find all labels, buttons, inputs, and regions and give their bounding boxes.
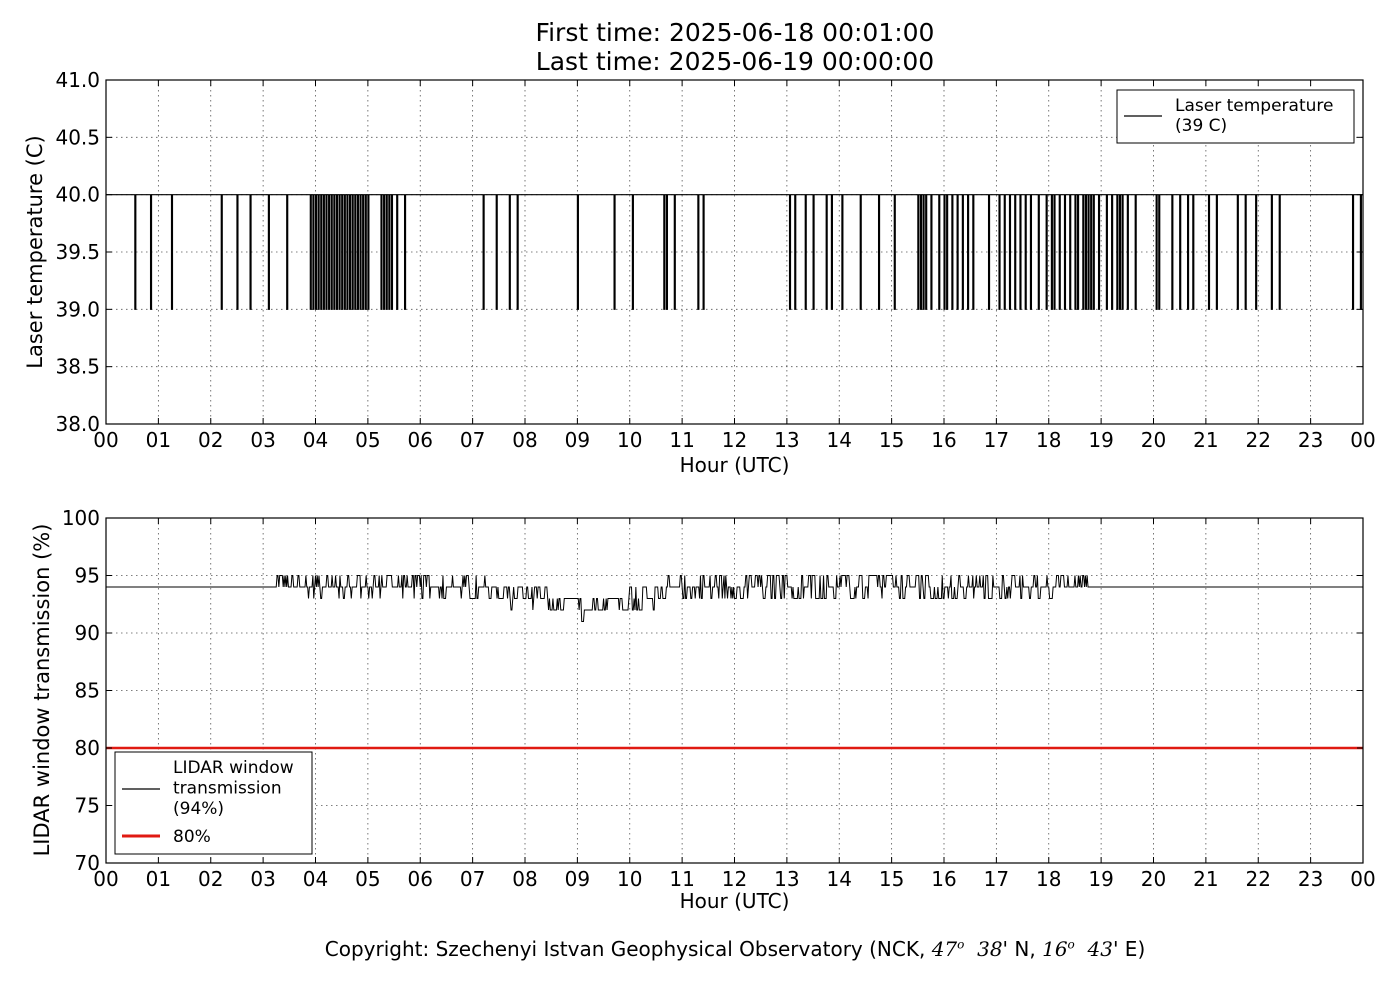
x-tick-label: 16 [931,428,956,452]
legend-label-threshold: 80% [173,827,211,847]
x-tick-label: 23 [1298,428,1323,452]
y-axis-label: Laser temperature (C) [23,135,47,368]
x-tick-label: 00 [1350,867,1375,891]
x-tick-label: 02 [198,428,223,452]
y-tick-label: 39.0 [55,297,100,321]
x-tick-label: 18 [1036,428,1061,452]
laser-temperature-series [106,194,1363,310]
lidar-transmission-panel: 00 01 02 03 04 05 06 07 08 09 10 11 12 13 14 15 16 17 18 19… [30,506,1376,913]
legend: Laser temperature (39 C) [1116,89,1355,144]
y-tick-label: 38.0 [55,412,100,436]
x-tick-label: 20 [1141,428,1166,452]
legend-label-laser-temperature: Laser temperature (39 C) [1175,96,1333,136]
x-tick-label: 19 [1088,867,1113,891]
y-tick-label: 80 [75,736,100,760]
series-line-lidar-transmission [106,575,1363,622]
x-tick-label: 06 [408,867,433,891]
latitude-minutes: 38 [977,937,1003,961]
first-time-title: First time: 2025-06-18 00:01:00 [535,18,935,47]
longitude-minutes: 43 [1087,937,1113,961]
x-tick-label: 11 [669,867,694,891]
x-tick-label: 05 [355,428,380,452]
longitude-degrees: 16o [1042,937,1075,961]
x-tick-label: 09 [565,428,590,452]
x-tick-label: 05 [355,867,380,891]
latitude-direction: ' N, [1002,937,1036,961]
y-tick-label: 40.0 [55,183,100,207]
x-tick-label: 15 [879,428,904,452]
y-tick-label: 40.5 [55,125,100,149]
y-tick-label: 100 [62,506,100,530]
x-tick-label: 00 [93,867,118,891]
x-tick-label: 08 [512,428,537,452]
y-tick-label: 95 [75,564,100,588]
x-tick-label: 14 [827,428,852,452]
x-tick-label: 03 [250,867,275,891]
x-tick-label: 18 [1036,867,1061,891]
x-tick-label: 12 [722,867,747,891]
x-tick-label: 13 [774,428,799,452]
x-tick-label: 08 [512,867,537,891]
x-tick-label: 12 [722,428,747,452]
x-tick-label: 00 [1350,428,1375,452]
x-tick-label: 09 [565,867,590,891]
x-tick-label: 11 [669,428,694,452]
y-tick-label: 75 [75,794,100,818]
y-tick-label: 41.0 [55,68,100,92]
y-tick-label: 90 [75,621,100,645]
x-tick-label: 14 [827,867,852,891]
y-tick-label: 85 [75,679,100,703]
latitude-degrees: 47o [931,937,965,961]
ticks: 00 01 02 03 04 05 06 07 08 09 10 11 12 13 14 15 16 17 18 19… [62,506,1376,891]
x-axis-label: Hour (UTC) [680,889,790,913]
x-tick-label: 04 [303,428,328,452]
x-tick-label: 21 [1193,867,1218,891]
x-tick-label: 03 [250,428,275,452]
x-tick-label: 10 [617,867,642,891]
legend: LIDAR window transmission (94%) 80% [114,751,313,855]
y-tick-label: 39.5 [55,240,100,264]
x-tick-label: 00 [93,428,118,452]
copyright-footer: Copyright: Szechenyi Istvan Geophysical … [0,937,1400,961]
last-time-title: Last time: 2025-06-19 00:00:00 [535,47,935,76]
x-tick-label: 22 [1246,867,1271,891]
y-axis-label: LIDAR window transmission (%) [30,524,54,857]
x-tick-label: 21 [1193,428,1218,452]
x-tick-label: 01 [146,428,171,452]
y-tick-label: 38.5 [55,355,100,379]
x-tick-label: 17 [984,428,1009,452]
x-tick-label: 17 [984,867,1009,891]
lidar-transmission-series [106,575,1363,750]
x-tick-label: 01 [146,867,171,891]
x-tick-label: 23 [1298,867,1323,891]
x-tick-label: 10 [617,428,642,452]
x-tick-label: 22 [1246,428,1271,452]
ticks: 00 01 02 03 04 05 06 07 08 09 10 11 12 13 14 15 16 17 18 19… [55,68,1375,452]
y-tick-label: 70 [75,851,100,875]
laser-temperature-panel: 00 01 02 03 04 05 06 07 08 09 10 11 12 13 14 15 16 17 18 19… [23,68,1376,477]
x-tick-label: 07 [460,867,485,891]
x-tick-label: 07 [460,428,485,452]
x-tick-label: 15 [879,867,904,891]
longitude-direction: ' E) [1112,937,1146,961]
series-line-laser-temperature [106,194,1363,310]
x-tick-label: 13 [774,867,799,891]
x-tick-label: 16 [931,867,956,891]
x-tick-label: 20 [1141,867,1166,891]
x-axis-label: Hour (UTC) [680,453,790,477]
copyright-text: Copyright: Szechenyi Istvan Geophysical … [324,937,932,961]
x-tick-label: 02 [198,867,223,891]
x-tick-label: 19 [1088,428,1113,452]
x-tick-label: 04 [303,867,328,891]
legend-label-lidar-transmission: LIDAR window transmission (94%) [173,758,294,819]
x-tick-label: 06 [408,428,433,452]
